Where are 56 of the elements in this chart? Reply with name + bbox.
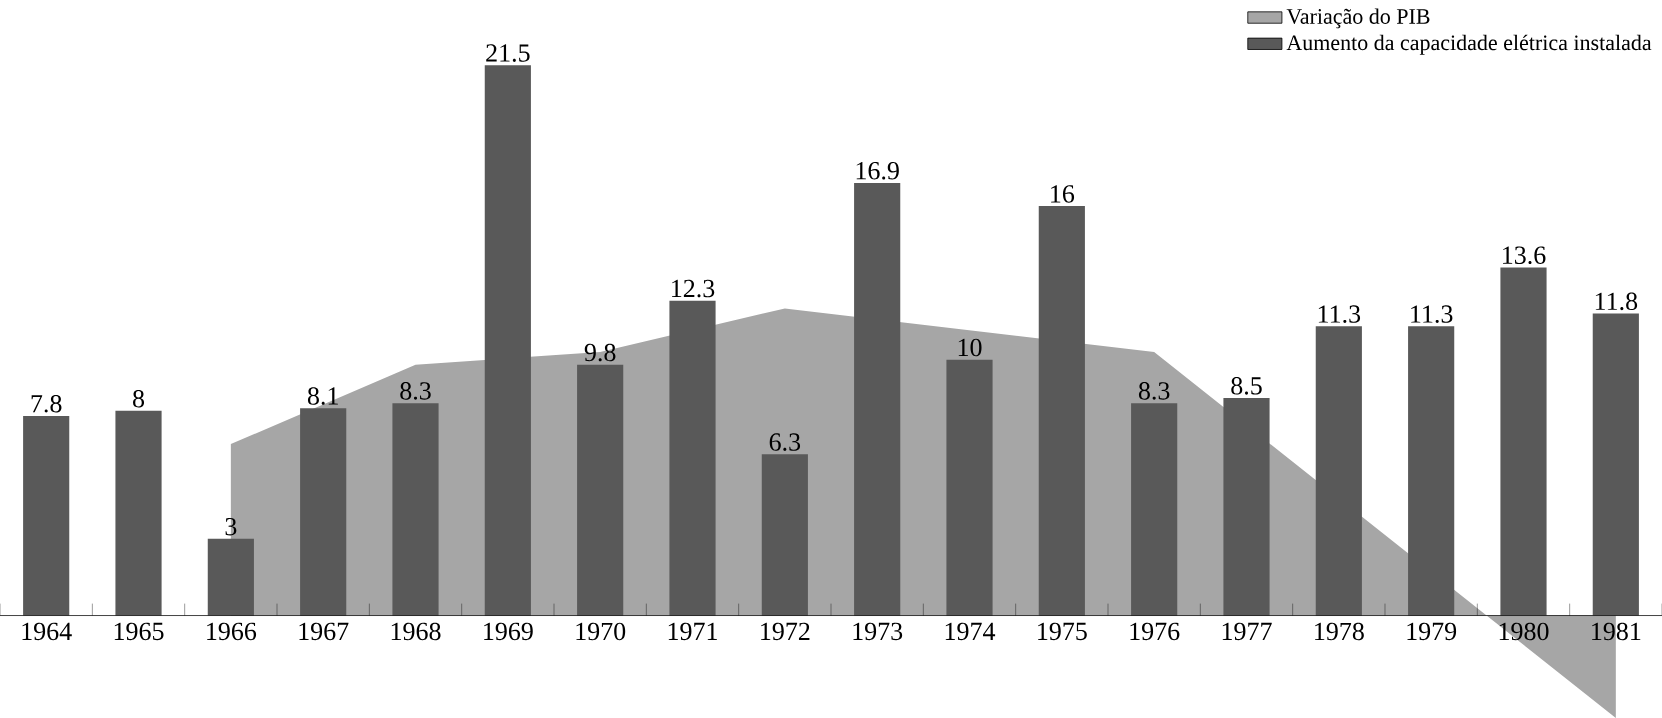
x-tick-label: 1965	[114, 622, 164, 641]
bar	[761, 454, 808, 616]
bar	[207, 538, 254, 616]
data-label: 8.1	[307, 387, 338, 405]
bar	[300, 408, 347, 616]
data-label: 11.3	[1411, 305, 1453, 323]
data-label: 11.8	[1595, 292, 1638, 311]
data-label: 10	[958, 338, 982, 357]
data-label: 13.6	[1503, 246, 1546, 265]
data-label: 16	[1051, 185, 1075, 203]
bar	[946, 359, 993, 616]
data-label: 3	[225, 517, 237, 536]
legend-label: Aumento da capacidade elétrica instalada	[1286, 34, 1652, 55]
data-label: 6.3	[769, 433, 801, 451]
bar	[669, 300, 716, 616]
data-label: 8	[133, 389, 145, 408]
bar	[577, 364, 624, 616]
x-tick-label: 1970	[576, 622, 626, 641]
x-tick-label: 1966	[207, 622, 257, 641]
x-tick-label: 1974	[945, 622, 996, 641]
bar	[1131, 403, 1178, 616]
x-tick-label: 1977	[1222, 622, 1272, 641]
x-tick-label: 1968	[391, 622, 441, 641]
data-label: 7.8	[31, 394, 62, 413]
x-tick-label: 1969	[484, 622, 533, 641]
x-tick-label: 1979	[1407, 622, 1457, 641]
data-label: 12.3	[672, 279, 715, 298]
bar	[1408, 326, 1455, 616]
bar	[1315, 326, 1362, 616]
bar	[1223, 398, 1270, 616]
x-tick-label: 1975	[1038, 622, 1087, 641]
x-tick-label: 1964	[22, 622, 72, 641]
bar	[115, 410, 162, 616]
x-tick-label: 1980	[1499, 622, 1549, 641]
data-label: 11.3	[1318, 305, 1361, 323]
bar	[23, 415, 70, 616]
data-label: 21.5	[486, 44, 530, 62]
legend-label: Variação do PIB	[1286, 8, 1430, 29]
bar	[854, 183, 901, 616]
data-label: 8.3	[400, 382, 431, 400]
bar	[1592, 313, 1639, 616]
data-label: 8.3	[1138, 382, 1170, 400]
bar	[1038, 206, 1085, 616]
data-label: 16.9	[856, 162, 899, 180]
x-tick-label: 1978	[1315, 622, 1364, 641]
bar	[484, 65, 531, 616]
x-tick-label: 1967	[299, 622, 349, 641]
x-tick-label: 1972	[761, 622, 810, 641]
x-tick-label: 1971	[668, 622, 717, 641]
x-tick-label: 1973	[853, 622, 903, 641]
data-label: 8.5	[1231, 376, 1262, 395]
data-label: 9.8	[584, 343, 616, 362]
bar	[1500, 267, 1547, 616]
x-tick-label: 1976	[1130, 622, 1180, 641]
bar	[392, 403, 439, 616]
x-tick-label: 1981	[1592, 622, 1641, 641]
